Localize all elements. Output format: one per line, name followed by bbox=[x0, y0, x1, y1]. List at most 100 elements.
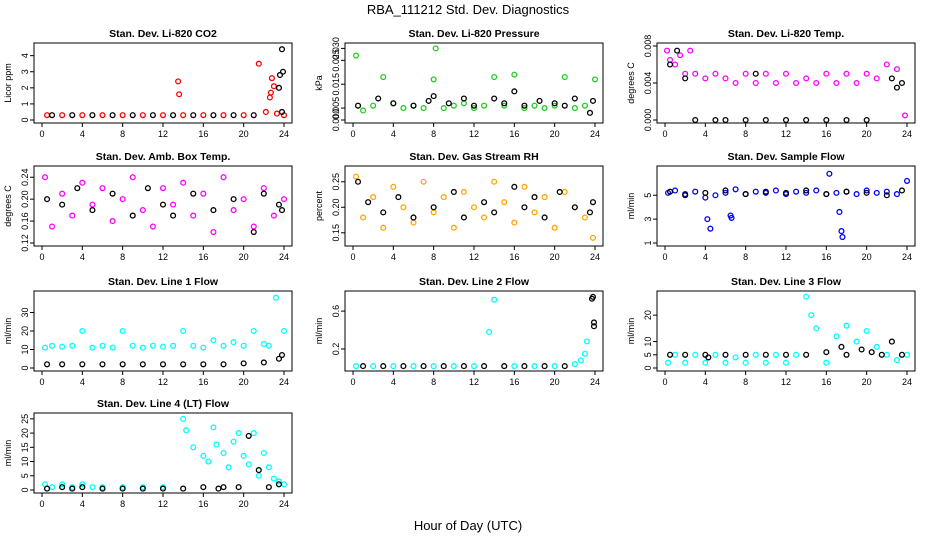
data-point bbox=[762, 188, 769, 195]
data-point bbox=[586, 109, 594, 116]
data-point bbox=[425, 97, 432, 104]
y-axis-label: ml/min bbox=[3, 440, 13, 467]
data-point bbox=[49, 484, 56, 491]
panel-4: Stan. Dev. Amb. Box Temp. 0 4 8 12 16 20 24 0.12… bbox=[3, 151, 293, 262]
data-point bbox=[420, 363, 427, 370]
data-point bbox=[109, 190, 116, 197]
data-point bbox=[571, 105, 578, 112]
data-point bbox=[59, 112, 66, 119]
data-point bbox=[149, 112, 156, 119]
data-point bbox=[460, 214, 467, 221]
x-tick-label: 20 bbox=[550, 129, 560, 139]
data-point bbox=[450, 224, 457, 231]
data-point bbox=[712, 351, 719, 358]
data-point bbox=[139, 344, 146, 351]
data-point bbox=[883, 351, 890, 358]
y-axis-label: kPa bbox=[314, 75, 324, 91]
data-point bbox=[210, 337, 217, 344]
data-point bbox=[440, 194, 447, 201]
data-point bbox=[278, 46, 286, 53]
data-point bbox=[722, 187, 729, 194]
data-point bbox=[276, 71, 284, 79]
data-point bbox=[752, 70, 759, 77]
data-point bbox=[175, 78, 182, 85]
y-tick-label: 0.15 bbox=[331, 224, 341, 242]
data-point bbox=[722, 359, 729, 366]
data-point bbox=[410, 214, 417, 221]
x-tick-label: 4 bbox=[391, 252, 396, 262]
x-tick-label: 24 bbox=[902, 252, 912, 262]
data-point bbox=[732, 186, 739, 193]
data-point bbox=[674, 47, 681, 54]
data-point bbox=[853, 79, 860, 87]
data-point bbox=[69, 342, 76, 349]
figure-x-axis-label: Hour of Day (UTC) bbox=[413, 518, 523, 533]
data-point bbox=[260, 185, 267, 192]
data-point bbox=[883, 61, 890, 68]
panel-frame bbox=[656, 165, 916, 247]
y-tick-label: 15 bbox=[20, 442, 30, 452]
data-point bbox=[354, 178, 362, 185]
data-point bbox=[380, 363, 387, 370]
y-tick-label: 10 bbox=[20, 344, 30, 354]
data-point bbox=[839, 233, 846, 241]
data-point bbox=[69, 212, 76, 219]
x-tick-label: 20 bbox=[239, 499, 249, 509]
data-point bbox=[240, 112, 247, 119]
x-tick-label: 8 bbox=[120, 377, 125, 387]
x-tick-label: 8 bbox=[431, 129, 436, 139]
data-point bbox=[240, 342, 247, 349]
data-point bbox=[230, 438, 237, 445]
data-point bbox=[119, 112, 126, 119]
data-point bbox=[813, 325, 820, 332]
data-point bbox=[833, 79, 840, 87]
data-point bbox=[702, 359, 709, 366]
data-point bbox=[589, 293, 597, 300]
data-point bbox=[250, 228, 257, 236]
data-point bbox=[589, 234, 597, 241]
data-point bbox=[511, 183, 518, 190]
data-point bbox=[742, 116, 749, 124]
data-point bbox=[705, 354, 712, 361]
data-point bbox=[692, 351, 699, 358]
data-point bbox=[893, 357, 900, 364]
data-point bbox=[722, 116, 729, 124]
data-point bbox=[159, 112, 167, 119]
data-point bbox=[450, 102, 457, 109]
data-point bbox=[200, 344, 207, 351]
data-point bbox=[352, 173, 360, 180]
data-point bbox=[220, 342, 227, 349]
data-point bbox=[260, 449, 267, 457]
data-point bbox=[159, 485, 167, 492]
data-point bbox=[803, 116, 810, 124]
data-point bbox=[278, 108, 286, 116]
data-point bbox=[267, 89, 274, 96]
data-point bbox=[450, 188, 457, 196]
y-tick-label: 0.004 bbox=[643, 72, 653, 95]
data-point bbox=[230, 207, 237, 214]
x-tick-label: 0 bbox=[350, 377, 355, 387]
x-tick-label: 20 bbox=[239, 129, 249, 139]
data-point bbox=[180, 327, 187, 335]
data-point bbox=[89, 484, 96, 491]
data-point bbox=[571, 361, 578, 368]
data-point bbox=[278, 207, 286, 214]
data-point bbox=[561, 73, 568, 81]
data-point bbox=[59, 361, 66, 368]
data-point bbox=[742, 191, 749, 198]
y-tick-label: 0 bbox=[20, 487, 30, 492]
data-point bbox=[863, 327, 870, 335]
data-point bbox=[541, 194, 548, 201]
data-point bbox=[400, 204, 407, 211]
panel-9: Stan. Dev. Line 3 Flow 0 4 8 12 16 20 24 0 5 10 20 m… bbox=[626, 276, 916, 387]
x-tick-label: 8 bbox=[431, 252, 436, 262]
y-tick-label: 2 bbox=[20, 85, 30, 90]
data-point bbox=[262, 108, 269, 116]
data-point bbox=[687, 47, 694, 54]
data-point bbox=[853, 338, 860, 345]
data-point bbox=[432, 45, 439, 52]
data-point bbox=[430, 76, 437, 83]
data-point bbox=[823, 359, 830, 366]
data-point bbox=[752, 79, 759, 87]
data-point bbox=[265, 464, 272, 471]
